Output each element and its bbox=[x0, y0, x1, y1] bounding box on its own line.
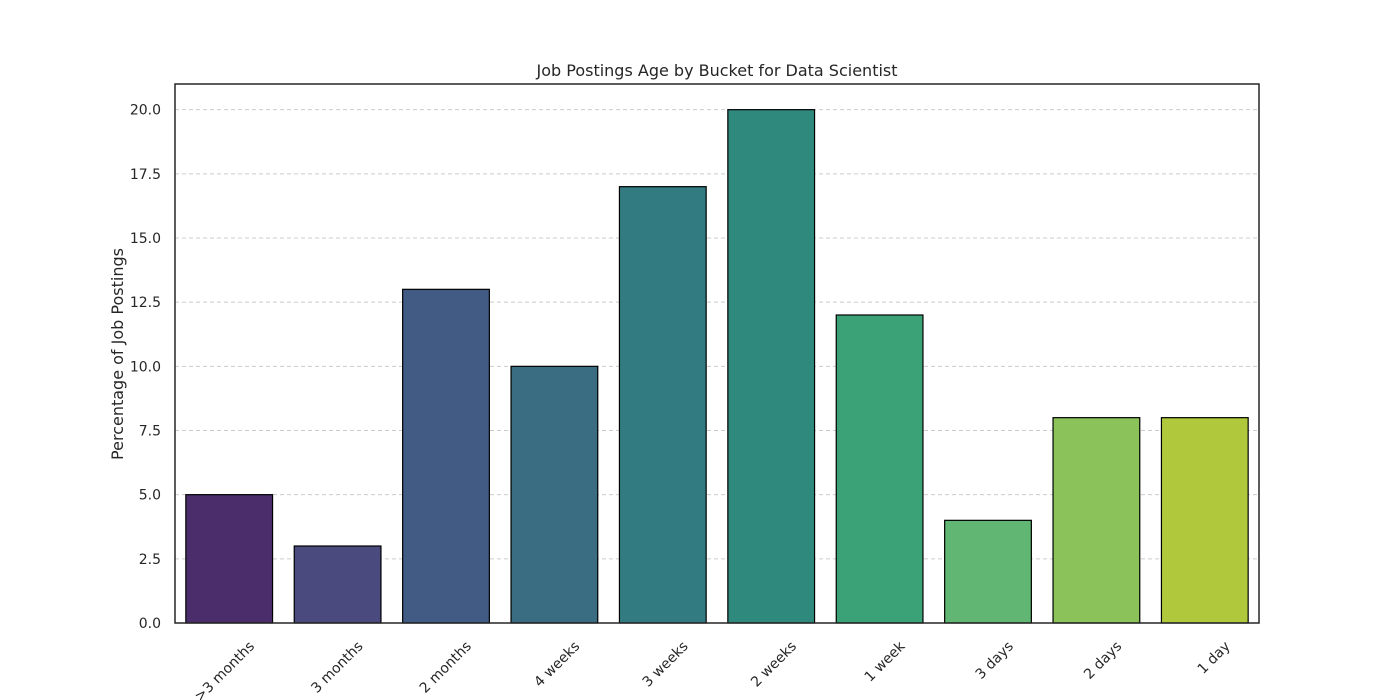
x-tick-label: 1 week bbox=[862, 638, 909, 685]
x-tick-label: 2 days bbox=[1081, 639, 1125, 683]
y-tick-label: 10.0 bbox=[130, 359, 161, 375]
y-tick-label: 0.0 bbox=[139, 616, 161, 632]
bar bbox=[402, 288, 490, 624]
x-tick-label: >3 months bbox=[192, 639, 258, 700]
x-tick-label: 2 weeks bbox=[748, 639, 800, 691]
bar bbox=[618, 186, 707, 624]
y-tick-label: 17.5 bbox=[130, 167, 161, 183]
y-tick-label: 5.0 bbox=[139, 488, 161, 504]
bar bbox=[835, 314, 924, 624]
y-tick-label: 12.5 bbox=[130, 295, 161, 311]
x-tick-label: 4 weeks bbox=[531, 639, 583, 691]
x-tick-label: 2 months bbox=[417, 639, 475, 697]
y-tick-label: 15.0 bbox=[130, 231, 161, 247]
y-axis-label: Percentage of Job Postings bbox=[108, 248, 127, 460]
bar bbox=[185, 494, 274, 624]
bars bbox=[185, 109, 1249, 624]
bar bbox=[727, 109, 816, 624]
y-tick-label: 2.5 bbox=[139, 552, 161, 568]
y-tick-label: 7.5 bbox=[139, 424, 161, 440]
y-tick-label: 20.0 bbox=[130, 103, 161, 119]
plot-frame bbox=[174, 83, 1260, 624]
bar bbox=[293, 545, 382, 624]
bar bbox=[1160, 417, 1249, 624]
x-tick-label: 3 days bbox=[973, 639, 1017, 683]
x-tick-label: 3 months bbox=[308, 639, 366, 697]
chart-title: Job Postings Age by Bucket for Data Scie… bbox=[535, 61, 897, 80]
y-axis-ticks: 0.0 2.5 5.0 7.5 10.0 12.5 15.0 17.5 20.0 bbox=[130, 103, 161, 632]
x-axis-ticks: >3 months 3 months 2 months 4 weeks 3 weeks 2… bbox=[192, 638, 1234, 700]
x-tick-label: 3 weeks bbox=[640, 639, 692, 691]
x-tick-label: 1 day bbox=[1195, 639, 1234, 678]
bar bbox=[1052, 417, 1141, 624]
bar bbox=[944, 519, 1032, 624]
bar bbox=[510, 365, 599, 624]
